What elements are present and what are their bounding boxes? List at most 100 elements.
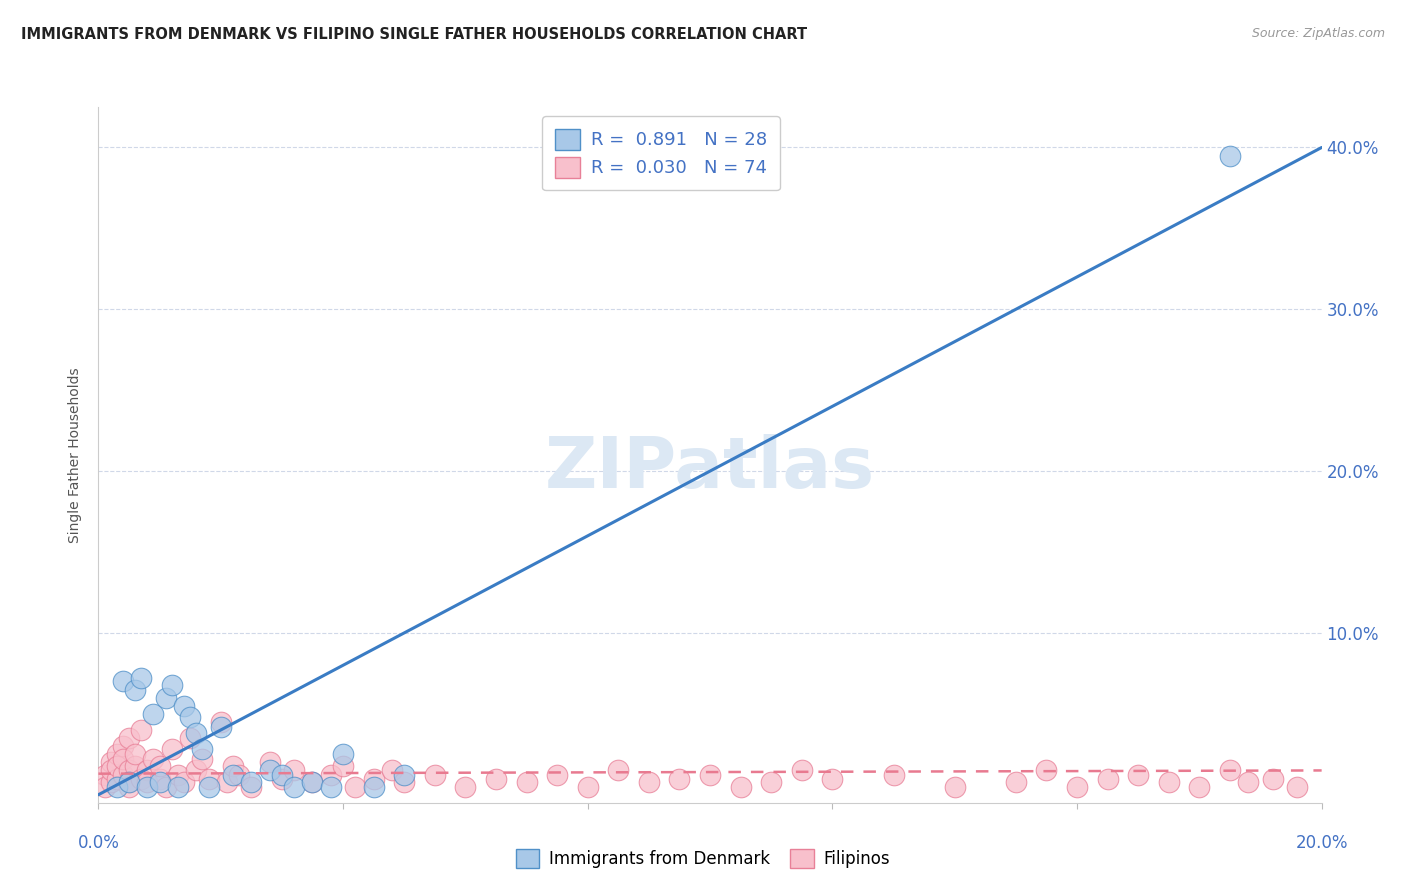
- Point: [240, 774, 263, 789]
- Point: [155, 690, 177, 705]
- Point: [105, 747, 128, 762]
- Point: [363, 780, 385, 794]
- Point: [179, 731, 201, 745]
- Point: [1097, 772, 1119, 786]
- Point: [283, 764, 305, 778]
- Point: [637, 774, 661, 789]
- Point: [222, 758, 245, 772]
- Y-axis label: Single Father Households: Single Father Households: [69, 368, 83, 542]
- Point: [179, 710, 201, 724]
- Point: [136, 764, 159, 778]
- Point: [100, 774, 122, 789]
- Text: Source: ZipAtlas.com: Source: ZipAtlas.com: [1251, 27, 1385, 40]
- Point: [136, 774, 159, 789]
- Point: [105, 772, 128, 786]
- Point: [1286, 780, 1309, 794]
- Text: ZIPatlas: ZIPatlas: [546, 434, 875, 503]
- Point: [111, 739, 134, 754]
- Point: [118, 780, 141, 794]
- Point: [111, 768, 134, 782]
- Point: [173, 774, 195, 789]
- Point: [259, 756, 281, 770]
- Point: [149, 774, 172, 789]
- Point: [423, 768, 446, 782]
- Point: [209, 714, 232, 729]
- Point: [1219, 764, 1241, 778]
- Point: [142, 752, 165, 766]
- Point: [160, 742, 183, 756]
- Point: [167, 780, 190, 794]
- Point: [883, 768, 905, 782]
- Point: [191, 752, 214, 766]
- Point: [392, 774, 416, 789]
- Point: [100, 756, 122, 770]
- Point: [105, 780, 128, 794]
- Point: [222, 768, 245, 782]
- Point: [699, 768, 721, 782]
- Point: [790, 764, 813, 778]
- Point: [363, 772, 385, 786]
- Point: [191, 742, 214, 756]
- Point: [149, 772, 172, 786]
- Point: [209, 720, 232, 734]
- Point: [129, 671, 152, 685]
- Point: [1237, 774, 1260, 789]
- Point: [576, 780, 599, 794]
- Point: [730, 780, 752, 794]
- Point: [240, 780, 263, 794]
- Legend: Immigrants from Denmark, Filipinos: Immigrants from Denmark, Filipinos: [509, 842, 897, 875]
- Text: IMMIGRANTS FROM DENMARK VS FILIPINO SINGLE FATHER HOUSEHOLDS CORRELATION CHART: IMMIGRANTS FROM DENMARK VS FILIPINO SING…: [21, 27, 807, 42]
- Point: [332, 747, 354, 762]
- Point: [105, 758, 128, 772]
- Point: [259, 764, 281, 778]
- Point: [319, 768, 342, 782]
- Point: [197, 780, 219, 794]
- Point: [332, 758, 354, 772]
- Point: [142, 706, 165, 721]
- Point: [124, 747, 146, 762]
- Point: [1128, 768, 1150, 782]
- Point: [129, 723, 152, 737]
- Text: 20.0%: 20.0%: [1295, 834, 1348, 852]
- Point: [160, 678, 183, 692]
- Point: [301, 774, 323, 789]
- Point: [454, 780, 477, 794]
- Point: [129, 772, 152, 786]
- Point: [186, 726, 208, 740]
- Point: [93, 780, 115, 794]
- Point: [344, 780, 367, 794]
- Point: [270, 772, 292, 786]
- Point: [1004, 774, 1026, 789]
- Point: [173, 698, 195, 713]
- Point: [270, 768, 292, 782]
- Point: [1157, 774, 1180, 789]
- Point: [186, 764, 208, 778]
- Point: [1261, 772, 1284, 786]
- Point: [118, 731, 141, 745]
- Point: [1066, 780, 1088, 794]
- Point: [283, 780, 305, 794]
- Point: [301, 774, 323, 789]
- Point: [111, 752, 134, 766]
- Point: [215, 774, 238, 789]
- Point: [546, 768, 568, 782]
- Point: [1219, 148, 1241, 162]
- Legend: R =  0.891   N = 28, R =  0.030   N = 74: R = 0.891 N = 28, R = 0.030 N = 74: [543, 116, 780, 190]
- Point: [516, 774, 538, 789]
- Point: [93, 768, 115, 782]
- Point: [1188, 780, 1211, 794]
- Point: [118, 774, 141, 789]
- Point: [149, 758, 172, 772]
- Point: [668, 772, 690, 786]
- Point: [155, 780, 177, 794]
- Point: [118, 774, 141, 789]
- Point: [381, 764, 404, 778]
- Point: [228, 768, 250, 782]
- Point: [392, 768, 416, 782]
- Point: [319, 780, 342, 794]
- Point: [100, 764, 122, 778]
- Point: [118, 764, 141, 778]
- Point: [111, 674, 134, 689]
- Text: 0.0%: 0.0%: [77, 834, 120, 852]
- Point: [136, 780, 159, 794]
